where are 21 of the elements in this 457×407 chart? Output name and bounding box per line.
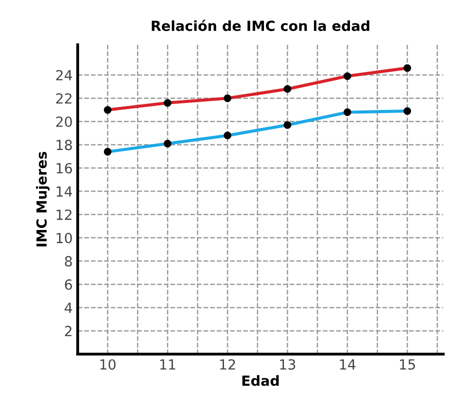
y-tick-label: 18 xyxy=(56,140,72,150)
y-tick-label: 8 xyxy=(64,256,72,267)
x-tick-label: 13 xyxy=(280,359,296,370)
x-tick-label: 12 xyxy=(220,359,235,370)
y-tick-label: 4 xyxy=(64,302,72,313)
x-tick-label: 14 xyxy=(340,359,356,370)
y-tick-label: 10 xyxy=(56,232,72,244)
y-tick-label: 12 xyxy=(56,210,72,220)
y-tick-label: 16 xyxy=(56,163,72,174)
y-tick-label: 14 xyxy=(56,186,72,197)
y-tick-label: 22 xyxy=(56,93,72,104)
y-tick-label: 24 xyxy=(56,70,72,80)
y-tick-label: 2 xyxy=(65,326,72,336)
x-tick-label: 10 xyxy=(100,359,116,370)
x-tick-label: 15 xyxy=(400,359,415,370)
x-axis-title: Edad xyxy=(242,375,279,386)
y-axis-title: IMC Mujeres xyxy=(36,152,50,246)
chart-title: Relación de IMC con la edad xyxy=(152,20,370,32)
y-tick-label: 6 xyxy=(64,279,72,290)
x-tick-label: 11 xyxy=(160,359,176,370)
y-tick-label: 20 xyxy=(56,116,72,127)
